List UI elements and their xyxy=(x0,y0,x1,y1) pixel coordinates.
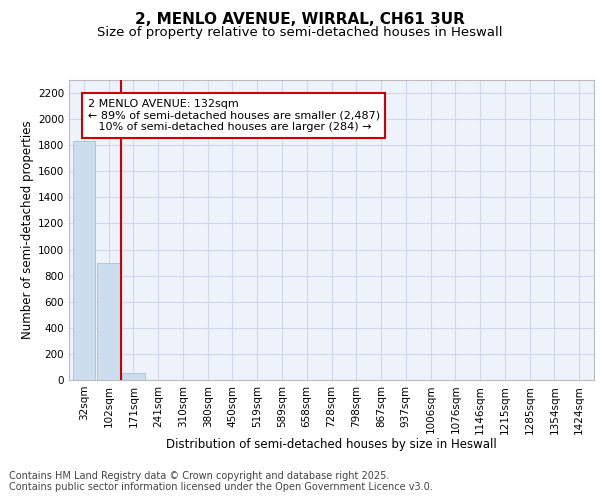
Bar xyxy=(122,374,145,380)
Text: Size of property relative to semi-detached houses in Heswall: Size of property relative to semi-detach… xyxy=(97,26,503,39)
X-axis label: Distribution of semi-detached houses by size in Heswall: Distribution of semi-detached houses by … xyxy=(166,438,497,451)
Text: 2, MENLO AVENUE, WIRRAL, CH61 3UR: 2, MENLO AVENUE, WIRRAL, CH61 3UR xyxy=(135,12,465,28)
Bar xyxy=(73,142,95,380)
Text: Contains public sector information licensed under the Open Government Licence v3: Contains public sector information licen… xyxy=(9,482,433,492)
Text: Contains HM Land Registry data © Crown copyright and database right 2025.: Contains HM Land Registry data © Crown c… xyxy=(9,471,389,481)
Text: 2 MENLO AVENUE: 132sqm
← 89% of semi-detached houses are smaller (2,487)
   10% : 2 MENLO AVENUE: 132sqm ← 89% of semi-det… xyxy=(88,99,380,132)
Bar xyxy=(97,262,120,380)
Y-axis label: Number of semi-detached properties: Number of semi-detached properties xyxy=(21,120,34,340)
